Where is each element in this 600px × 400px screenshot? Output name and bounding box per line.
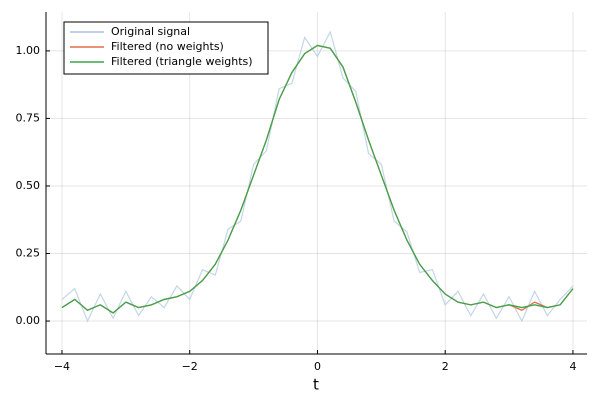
legend-label: Original signal (111, 25, 190, 38)
x-tick-label: 2 (442, 360, 449, 373)
y-tick-label: 1.00 (16, 44, 41, 57)
x-tick-label: −4 (54, 360, 70, 373)
x-tick-label: 0 (314, 360, 321, 373)
legend-label: Filtered (triangle weights) (111, 55, 253, 68)
series-line (61, 44, 574, 314)
y-tick-label: 0.50 (16, 179, 41, 192)
y-tick-label: 0.00 (16, 314, 41, 327)
y-tick-label: 0.75 (16, 111, 41, 124)
x-tick-label: 4 (569, 360, 576, 373)
legend-label: Filtered (no weights) (111, 40, 224, 53)
x-tick-label: −2 (182, 360, 198, 373)
series-line (61, 30, 574, 323)
y-tick-label: 0.25 (16, 247, 41, 260)
legend-box (63, 21, 269, 75)
x-axis-label: t (313, 376, 319, 394)
